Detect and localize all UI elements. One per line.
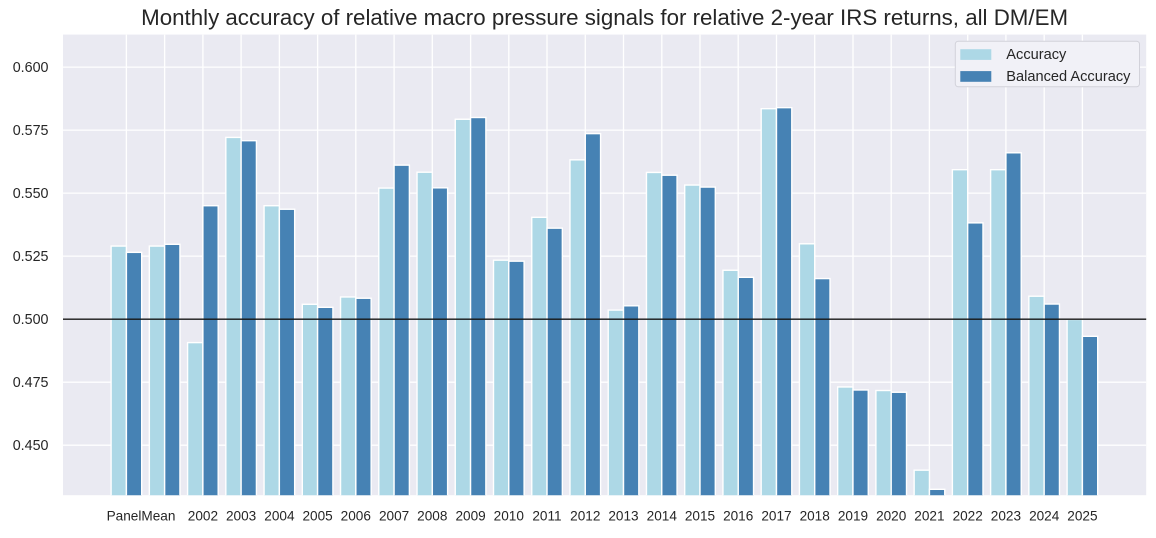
- svg-text:2010: 2010: [494, 509, 525, 524]
- svg-text:0.550: 0.550: [13, 186, 49, 202]
- svg-text:2023: 2023: [991, 509, 1021, 524]
- svg-text:0.575: 0.575: [13, 123, 49, 139]
- svg-text:Monthly accuracy of relative m: Monthly accuracy of relative macro press…: [141, 5, 1068, 30]
- svg-text:2021: 2021: [914, 509, 944, 524]
- svg-text:2022: 2022: [953, 509, 983, 524]
- svg-text:2005: 2005: [302, 509, 332, 524]
- svg-text:2006: 2006: [341, 509, 371, 524]
- svg-text:0.450: 0.450: [13, 438, 49, 454]
- svg-text:PanelMean: PanelMean: [107, 509, 176, 524]
- svg-text:2008: 2008: [417, 509, 447, 524]
- svg-text:2017: 2017: [761, 509, 791, 524]
- svg-text:0.500: 0.500: [13, 312, 49, 328]
- svg-text:2012: 2012: [570, 509, 600, 524]
- svg-text:2009: 2009: [455, 509, 485, 524]
- svg-text:Balanced Accuracy: Balanced Accuracy: [1006, 69, 1131, 85]
- svg-text:2003: 2003: [226, 509, 256, 524]
- svg-text:2019: 2019: [838, 509, 868, 524]
- svg-text:0.475: 0.475: [13, 375, 49, 391]
- svg-text:0.525: 0.525: [13, 249, 49, 265]
- svg-text:2007: 2007: [379, 509, 409, 524]
- svg-text:2016: 2016: [723, 509, 753, 524]
- svg-text:2020: 2020: [876, 509, 907, 524]
- svg-text:2011: 2011: [532, 509, 561, 524]
- svg-text:2025: 2025: [1067, 509, 1097, 524]
- svg-text:2004: 2004: [264, 509, 295, 524]
- svg-text:0.600: 0.600: [13, 60, 49, 76]
- svg-text:2002: 2002: [188, 509, 218, 524]
- svg-text:2013: 2013: [608, 509, 638, 524]
- svg-text:2024: 2024: [1029, 509, 1060, 524]
- svg-text:Accuracy: Accuracy: [1006, 47, 1067, 63]
- svg-text:2015: 2015: [685, 509, 715, 524]
- svg-text:2018: 2018: [800, 509, 830, 524]
- svg-text:2014: 2014: [647, 509, 678, 524]
